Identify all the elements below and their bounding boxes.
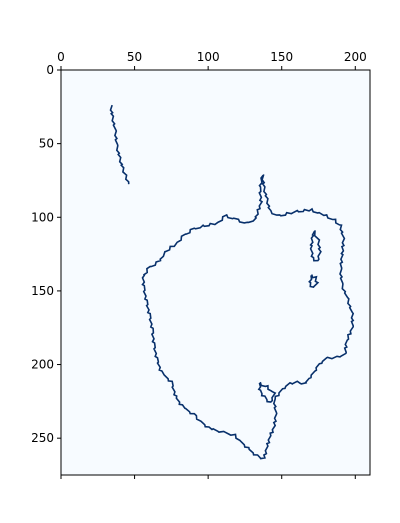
y-tick-label: 250 — [31, 431, 54, 445]
contour-blob-bottom — [257, 381, 277, 403]
contour-outline — [141, 174, 355, 460]
y-tick-label: 0 — [46, 63, 54, 77]
image-background — [61, 70, 370, 475]
contour-blob-lower — [308, 274, 320, 288]
x-tick-label: 0 — [57, 50, 65, 64]
contour-stroke — [109, 104, 130, 185]
y-tick-label: 100 — [31, 210, 54, 224]
plot-area: 0 50 100 150 200 0 50 100 150 200 250 — [31, 50, 371, 479]
x-tick-label: 150 — [270, 50, 293, 64]
x-tick-label: 100 — [197, 50, 220, 64]
x-tick-label: 200 — [344, 50, 367, 64]
axes-frame — [60, 69, 371, 476]
y-tick-label: 150 — [31, 284, 54, 298]
contour-blob-upper — [309, 230, 322, 262]
y-tick-label: 50 — [39, 137, 54, 151]
x-tick-label: 50 — [127, 50, 142, 64]
y-tick-label: 200 — [31, 358, 54, 372]
